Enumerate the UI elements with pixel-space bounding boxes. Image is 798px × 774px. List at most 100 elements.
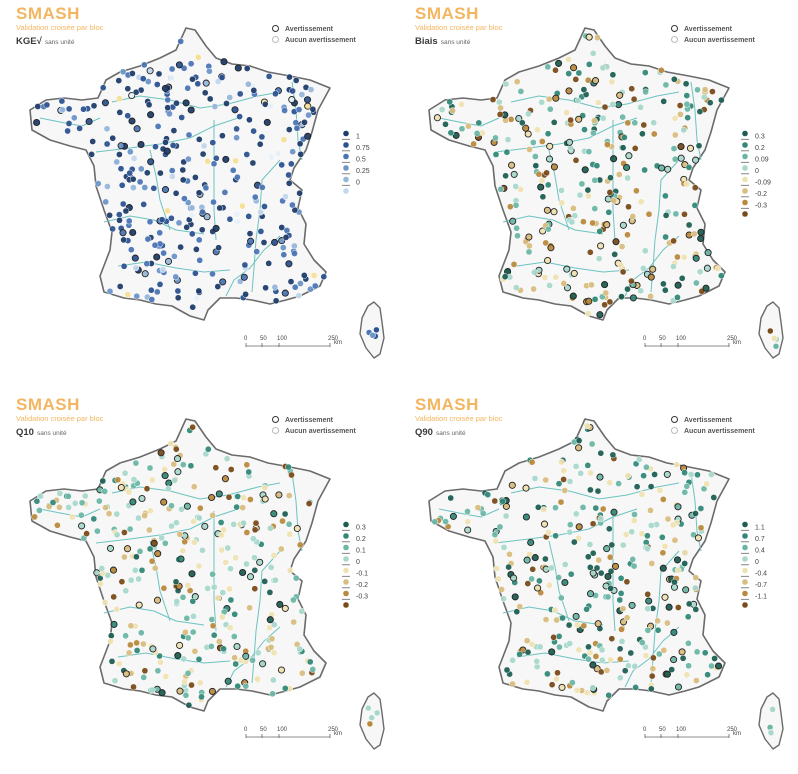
station-point (201, 522, 209, 530)
legend-swatch (741, 578, 749, 586)
station-point (526, 146, 533, 153)
warning-legend: Avertissement Aucun avertissement (272, 24, 356, 46)
station-point (608, 541, 616, 549)
station-point (135, 514, 142, 522)
station-point (616, 674, 624, 682)
station-point (243, 461, 251, 469)
station-point (565, 70, 573, 77)
station-point (616, 645, 624, 653)
legend-label: -1.1 (755, 594, 767, 601)
station-point (668, 666, 676, 673)
station-point (139, 75, 147, 83)
station-point (433, 114, 441, 122)
station-point (307, 86, 315, 93)
station-point (665, 603, 673, 611)
station-point (566, 640, 574, 647)
station-point (261, 484, 269, 492)
station-point (168, 167, 176, 174)
station-point (552, 504, 559, 512)
warning-symbol (671, 25, 678, 33)
station-point (130, 155, 138, 162)
station-point (33, 497, 41, 505)
station-point (122, 670, 130, 678)
legend-label: 0.2 (356, 536, 366, 543)
station-point (192, 269, 199, 277)
station-point (644, 626, 652, 634)
station-point (161, 84, 169, 92)
station-point (133, 125, 141, 133)
station-point (127, 622, 135, 630)
station-point (192, 174, 199, 181)
station-point (232, 157, 239, 165)
warning-legend: Avertissement Aucun avertissement (671, 415, 755, 437)
station-point (285, 463, 292, 471)
station-point (522, 513, 530, 521)
station-point (176, 530, 184, 538)
station-point (144, 78, 152, 85)
station-point (589, 50, 597, 57)
station-point (568, 218, 576, 226)
station-point (589, 520, 597, 528)
station-point (670, 628, 678, 636)
station-point (177, 38, 185, 45)
no-warning-label: Aucun avertissement (285, 428, 356, 435)
station-point (143, 169, 151, 177)
station-point (56, 503, 63, 511)
station-point (647, 522, 655, 529)
station-point (682, 80, 690, 88)
station-point (94, 180, 102, 187)
station-point (233, 125, 240, 133)
no-warning-label: Aucun avertissement (684, 37, 755, 44)
station-point (106, 211, 113, 219)
station-point (660, 646, 668, 654)
station-point (214, 594, 222, 602)
station-point (632, 684, 639, 691)
station-point (185, 131, 193, 139)
station-point (147, 158, 155, 166)
station-point (261, 495, 269, 503)
station-point (587, 469, 594, 477)
station-point (210, 583, 218, 591)
station-point (623, 614, 631, 622)
station-point (536, 643, 544, 651)
station-point (464, 508, 471, 515)
station-point (708, 471, 715, 478)
station-point (101, 599, 109, 606)
station-point (219, 589, 227, 596)
scale-bar-label: 100 (676, 727, 687, 733)
station-point (168, 214, 175, 222)
station-point (148, 557, 156, 565)
station-point (512, 201, 520, 209)
station-point (591, 117, 598, 125)
station-point (148, 296, 156, 303)
station-point (611, 251, 619, 258)
station-point (616, 596, 624, 604)
station-point (64, 127, 71, 135)
station-point (677, 154, 685, 162)
station-point (674, 683, 683, 691)
station-point (633, 187, 640, 195)
station-point (137, 140, 145, 149)
station-point (199, 546, 206, 554)
station-point (200, 142, 208, 150)
station-point (148, 686, 156, 694)
legend-swatch (342, 532, 350, 540)
station-point (249, 159, 257, 167)
station-point (525, 248, 533, 256)
station-point (593, 564, 601, 572)
station-point (287, 278, 295, 285)
station-point (509, 680, 516, 688)
station-point (88, 151, 95, 158)
station-point (603, 667, 611, 674)
station-point (305, 500, 313, 507)
station-point (224, 677, 232, 685)
station-point (177, 555, 185, 563)
station-point (691, 202, 699, 209)
station-point (772, 343, 780, 350)
station-point (607, 174, 614, 182)
station-point (552, 273, 560, 281)
legend-swatch (342, 521, 350, 528)
river-line (624, 626, 680, 688)
station-point (616, 655, 624, 663)
